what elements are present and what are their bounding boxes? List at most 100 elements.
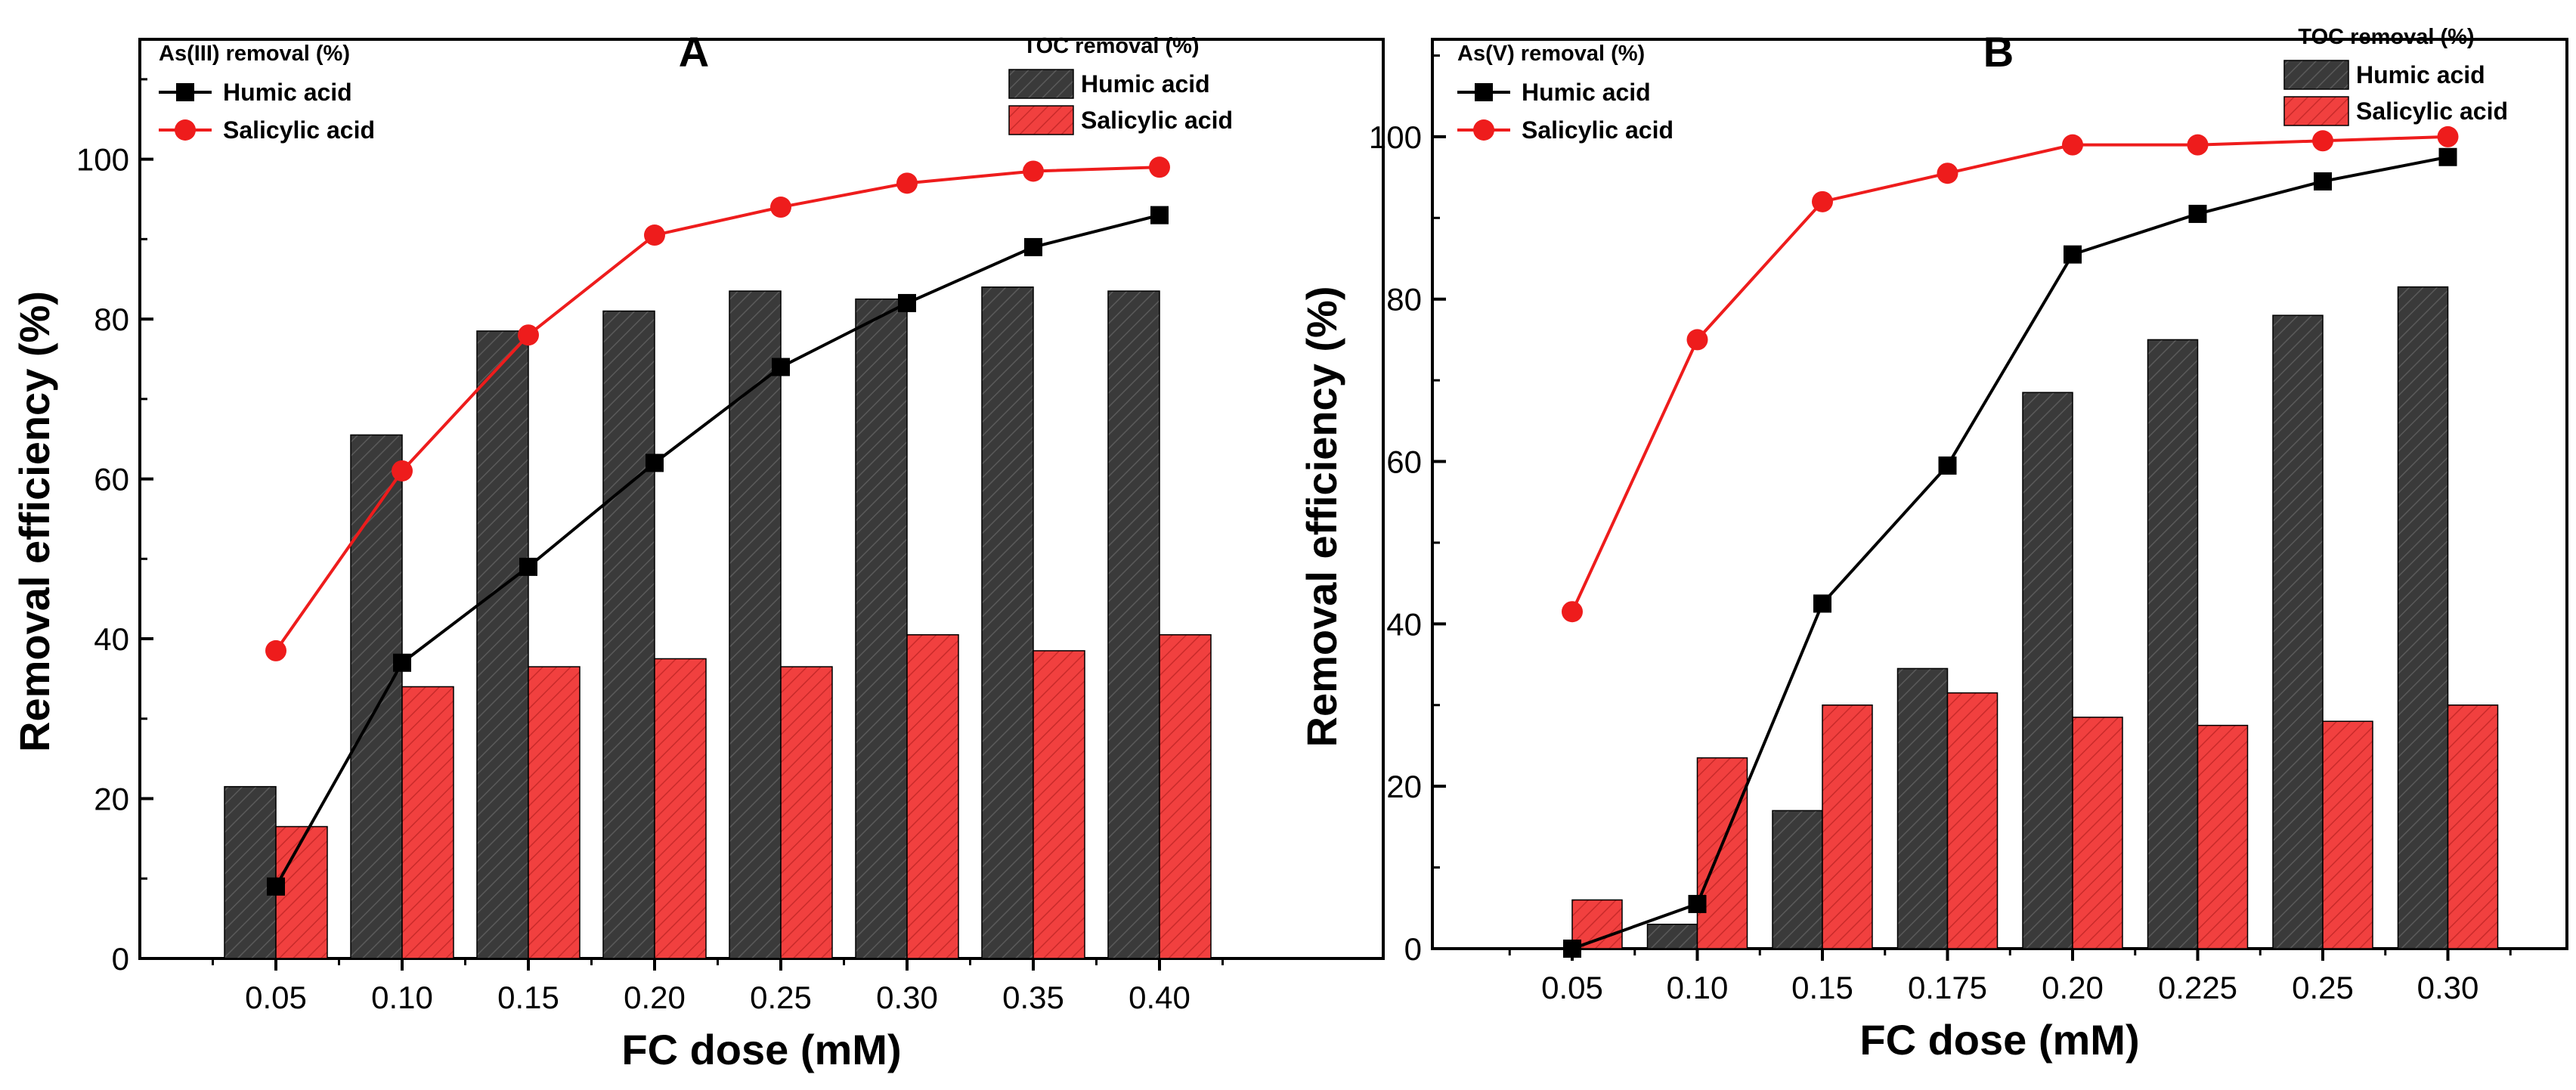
y-tick-label: 40 — [1386, 606, 1422, 642]
bar-toc-humic-acid — [1646, 924, 1698, 949]
point-humic-acid — [2438, 147, 2457, 166]
point-humic-acid — [772, 358, 790, 376]
bar-toc-salicylic-acid — [1946, 692, 1999, 949]
line-salicylic-acid — [1571, 135, 2448, 613]
point-humic-acid — [1688, 894, 1707, 913]
point-humic-acid — [393, 653, 411, 672]
point-humic-acid — [1938, 456, 1957, 475]
legend-bar-label: Humic acid — [1081, 70, 1210, 98]
bar-toc-humic-acid — [981, 286, 1034, 959]
bar-toc-salicylic-acid — [780, 666, 833, 959]
x-tick-label: 0.225 — [2158, 970, 2237, 1005]
y-tick-label: 60 — [1386, 444, 1422, 480]
line-humic-acid — [274, 213, 1160, 887]
bar-toc-humic-acid — [729, 290, 782, 959]
legend-marker-square — [176, 83, 194, 101]
point-humic-acid — [1024, 237, 1042, 256]
point-salicylic-acid — [1149, 156, 1170, 178]
bar-toc-humic-acid — [1107, 290, 1160, 959]
x-tick-label: 0.25 — [750, 980, 812, 1015]
bar-legend-title: TOC removal (%) — [2298, 25, 2474, 49]
y-tick-label: 60 — [94, 462, 129, 497]
point-humic-acid — [2314, 172, 2332, 190]
legend-bar-swatch — [1008, 105, 1074, 135]
bar-toc-salicylic-acid — [906, 634, 959, 959]
bar-toc-humic-acid — [2022, 392, 2073, 949]
x-axis-title: FC dose (mM) — [621, 1026, 901, 1073]
point-salicylic-acid — [644, 225, 665, 246]
y-tick-label: 80 — [94, 302, 129, 337]
legend-marker-circle — [1473, 119, 1494, 141]
bar-toc-salicylic-acid — [2322, 720, 2373, 949]
plot-frame — [1431, 38, 2568, 950]
bar-toc-salicylic-acid — [1033, 650, 1085, 959]
point-salicylic-acid — [1562, 601, 1583, 623]
legend-marker-square — [1475, 83, 1493, 101]
chart-panel-a: 0 20 40 60 80 100 0.05 0.10 0.15 0.20 0.25 0.30 0.35… — [11, 28, 1385, 1073]
legend-bar-label: Salicylic acid — [2356, 98, 2508, 125]
bar-toc-humic-acid — [2397, 286, 2449, 949]
y-axis-title: Removal efficiency (%) — [1298, 286, 1345, 748]
legend-line-label: Salicylic acid — [223, 116, 375, 144]
point-salicylic-acid — [1023, 160, 1044, 182]
bar-toc-humic-acid — [855, 298, 908, 959]
x-tick-label: 0.40 — [1129, 980, 1190, 1015]
legend-line-label: Humic acid — [1522, 79, 1651, 106]
x-tick-label: 0.35 — [1002, 980, 1064, 1015]
bar-toc-humic-acid — [1772, 810, 1823, 949]
y-tick-label: 100 — [1369, 119, 1422, 155]
line-legend-title: As(III) removal (%) — [159, 42, 350, 66]
point-humic-acid — [646, 454, 664, 472]
bar-toc-salicylic-acid — [2197, 724, 2249, 949]
bar-toc-humic-acid — [224, 785, 277, 959]
legend-bar-swatch — [1008, 69, 1074, 99]
legend-bar-swatch — [2283, 96, 2349, 126]
bar-toc-salicylic-acid — [654, 658, 707, 959]
y-tick-label: 0 — [1404, 931, 1422, 967]
point-humic-acid — [1150, 206, 1169, 225]
panel-label: A — [679, 28, 709, 76]
point-humic-acid — [519, 557, 537, 576]
panel-label: B — [1983, 28, 2014, 76]
x-tick-label: 0.10 — [371, 980, 433, 1015]
x-tick-label: 0.20 — [2042, 970, 2104, 1005]
legend-line-label: Humic acid — [223, 79, 352, 106]
bar-toc-salicylic-acid — [1822, 704, 1873, 949]
y-tick-label: 20 — [1386, 769, 1422, 804]
legend-bar-label: Salicylic acid — [1081, 107, 1233, 134]
x-tick-label: 0.05 — [1541, 970, 1603, 1005]
x-tick-label: 0.25 — [2292, 970, 2354, 1005]
point-salicylic-acid — [770, 197, 791, 218]
x-tick-label: 0.20 — [624, 980, 686, 1015]
legend-bar-swatch — [2283, 60, 2349, 90]
x-axis-title: FC dose (mM) — [1859, 1016, 2139, 1064]
y-tick-label: 20 — [94, 782, 129, 817]
y-tick-label: 0 — [112, 941, 129, 977]
bar-toc-humic-acid — [1896, 667, 1949, 949]
legend-line-label: Salicylic acid — [1522, 116, 1673, 144]
point-humic-acid — [1563, 940, 1581, 958]
bar-toc-salicylic-acid — [1159, 634, 1212, 959]
point-salicylic-acid — [896, 172, 918, 194]
bar-legend-title: TOC removal (%) — [1023, 34, 1199, 58]
point-salicylic-acid — [2312, 130, 2333, 152]
point-salicylic-acid — [2062, 134, 2083, 156]
x-tick-label: 0.05 — [245, 980, 307, 1015]
x-tick-label: 0.175 — [1908, 970, 1987, 1005]
bar-toc-salicylic-acid — [2072, 717, 2123, 949]
bar-toc-salicylic-acid — [2447, 704, 2499, 949]
bar-toc-humic-acid — [2272, 314, 2324, 949]
legend-bar-label: Humic acid — [2356, 61, 2485, 88]
point-salicylic-acid — [392, 460, 413, 482]
bar-toc-salicylic-acid — [1696, 757, 1748, 949]
point-salicylic-acid — [1812, 190, 1833, 212]
y-axis-title: Removal efficiency (%) — [11, 291, 58, 752]
bar-toc-humic-acid — [602, 310, 655, 959]
point-salicylic-acid — [1686, 329, 1708, 351]
point-salicylic-acid — [518, 324, 539, 346]
bar-toc-humic-acid — [476, 330, 529, 959]
point-salicylic-acid — [2437, 125, 2459, 147]
bar-toc-salicylic-acid — [401, 686, 454, 959]
point-salicylic-acid — [1937, 163, 1958, 184]
